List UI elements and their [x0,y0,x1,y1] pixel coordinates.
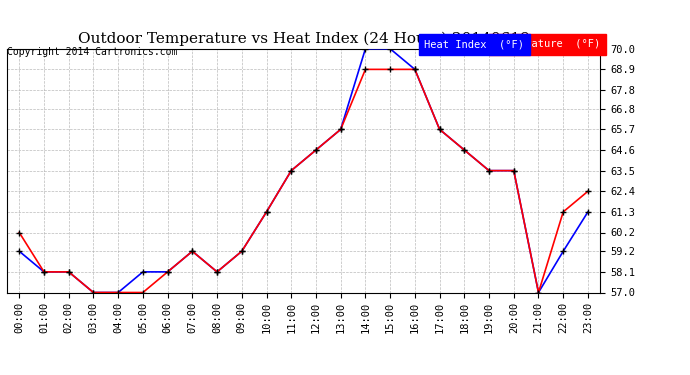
Title: Outdoor Temperature vs Heat Index (24 Hours) 20140619: Outdoor Temperature vs Heat Index (24 Ho… [78,32,529,46]
Text: Heat Index  (°F): Heat Index (°F) [424,39,524,50]
Text: Copyright 2014 Cartronics.com: Copyright 2014 Cartronics.com [7,47,177,57]
Text: Temperature  (°F): Temperature (°F) [494,39,600,50]
